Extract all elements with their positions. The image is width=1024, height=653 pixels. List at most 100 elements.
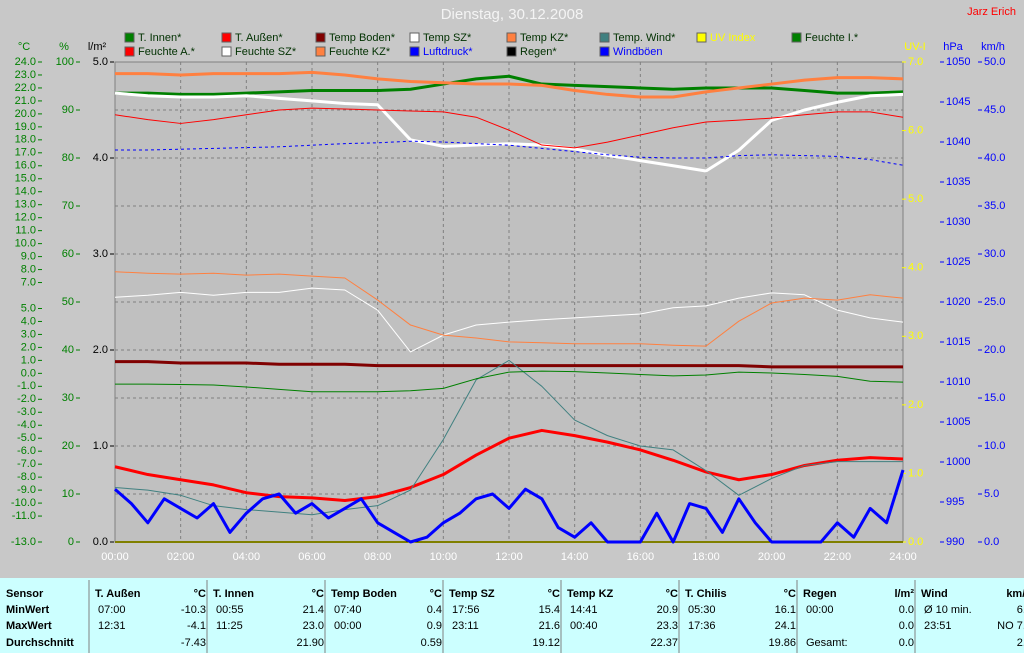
column-unit: °C xyxy=(784,588,796,600)
axis-title: % xyxy=(59,41,69,53)
y-tick-label: 20.0 xyxy=(984,344,1005,356)
cell-value: 16.1 xyxy=(775,604,796,616)
cell-value: 6.3 xyxy=(1017,604,1024,616)
y-tick-label: 1025 xyxy=(946,256,970,268)
cell-label: 23:51 xyxy=(924,620,952,632)
series-line xyxy=(115,370,904,393)
cell-value: 19.86 xyxy=(768,637,796,649)
y-tick-label: 3.0 xyxy=(21,328,36,340)
y-tick-label: 0.0 xyxy=(908,536,923,548)
credit: Jarz Erich xyxy=(967,6,1016,18)
legend-swatch xyxy=(124,46,135,57)
cell-value: 24.1 xyxy=(775,620,796,632)
column-header: Temp KZ xyxy=(567,588,614,600)
y-tick-label: 1.0 xyxy=(93,440,108,452)
legend-label: Feuchte A.* xyxy=(138,46,196,58)
y-tick-label: 22.0 xyxy=(15,82,36,94)
column-header: T. Außen xyxy=(95,588,141,600)
y-tick-label: 10 xyxy=(62,488,74,500)
y-tick-label: 5.0 xyxy=(93,56,108,68)
y-tick-label: 1050 xyxy=(946,56,970,68)
legend-swatch xyxy=(506,46,517,57)
y-tick-label: 1030 xyxy=(946,216,970,228)
y-tick-label: 60 xyxy=(62,248,74,260)
cell-value: 20.9 xyxy=(657,604,678,616)
y-tick-label: 0.0 xyxy=(21,367,36,379)
axis-title: hPa xyxy=(943,41,963,53)
y-tick-label: 19.0 xyxy=(15,121,36,133)
row-label: MinWert xyxy=(6,604,50,616)
y-tick-label: 1040 xyxy=(946,136,970,148)
x-tick-label: 18:00 xyxy=(692,551,720,563)
y-tick-label: -13.0 xyxy=(11,536,36,548)
cell-value: -10.3 xyxy=(181,604,206,616)
legend-swatch xyxy=(791,32,802,43)
cell-label: 12:31 xyxy=(98,620,126,632)
cell-value: 0.0 xyxy=(899,620,914,632)
column-unit: km/h xyxy=(1006,588,1024,600)
y-tick-label: 10.0 xyxy=(15,238,36,250)
y-tick-label: 5.0 xyxy=(21,302,36,314)
y-tick-label: 6.0 xyxy=(908,124,923,136)
x-tick-label: 24:00 xyxy=(889,551,917,563)
cell-value: 0.4 xyxy=(427,604,442,616)
column-unit: °C xyxy=(666,588,678,600)
y-tick-label: 40.0 xyxy=(984,152,1005,164)
cell-value: 21.6 xyxy=(539,620,560,632)
y-tick-label: -9.0 xyxy=(17,484,36,496)
series-line xyxy=(115,70,904,99)
cell-value: 19.12 xyxy=(532,637,560,649)
cell-value: 22.37 xyxy=(650,637,678,649)
y-tick-label: 990 xyxy=(946,536,964,548)
column-header: T. Innen xyxy=(213,588,254,600)
chart-title: Dienstag, 30.12.2008 xyxy=(441,6,584,23)
column-header: Temp SZ xyxy=(449,588,495,600)
y-tick-label: 13.0 xyxy=(15,199,36,211)
y-tick-label: 9.0 xyxy=(21,251,36,263)
y-tick-label: 8.0 xyxy=(21,263,36,275)
legend-label: T. Innen* xyxy=(138,32,182,44)
y-tick-label: 35.0 xyxy=(984,200,1005,212)
x-tick-label: 22:00 xyxy=(824,551,852,563)
legend-swatch xyxy=(221,32,232,43)
column-header: Regen xyxy=(803,588,837,600)
y-tick-label: 0.0 xyxy=(93,536,108,548)
x-tick-label: 02:00 xyxy=(167,551,195,563)
y-tick-label: 10.0 xyxy=(984,440,1005,452)
y-tick-label: 0 xyxy=(68,536,74,548)
cell-label: 05:30 xyxy=(688,604,716,616)
column-header: T. Chilis xyxy=(685,588,727,600)
legend-swatch xyxy=(599,46,610,57)
y-tick-label: -3.0 xyxy=(17,406,36,418)
column-unit: °C xyxy=(312,588,324,600)
cell-label: Gesamt: xyxy=(806,637,848,649)
x-tick-label: 08:00 xyxy=(364,551,392,563)
cell-value: NO 7.1 xyxy=(997,620,1024,632)
y-tick-label: 1010 xyxy=(946,376,970,388)
series-line xyxy=(114,359,903,516)
y-tick-label: 4.0 xyxy=(93,152,108,164)
y-tick-label: 1005 xyxy=(946,416,970,428)
cell-label: 07:40 xyxy=(334,604,362,616)
cell-value: 21.4 xyxy=(303,604,324,616)
cell-label: 17:56 xyxy=(452,604,480,616)
column-unit: °C xyxy=(430,588,442,600)
y-tick-label: 1020 xyxy=(946,296,970,308)
legend-swatch xyxy=(221,46,232,57)
y-tick-label: -11.0 xyxy=(12,510,36,522)
row-label: MaxWert xyxy=(6,620,52,632)
cell-value: 21.90 xyxy=(296,637,324,649)
y-tick-label: 30.0 xyxy=(984,248,1005,260)
axis-title: UV-I xyxy=(904,41,925,53)
y-tick-label: 3.0 xyxy=(93,248,108,260)
y-tick-label: 21.0 xyxy=(15,95,36,107)
y-tick-label: 0.0 xyxy=(984,536,999,548)
legend-label: Windböen xyxy=(613,46,663,58)
y-tick-label: 25.0 xyxy=(984,296,1005,308)
legend-label: UV Index xyxy=(710,32,756,44)
cell-label: 00:00 xyxy=(806,604,834,616)
y-tick-label: -6.0 xyxy=(17,445,36,457)
y-tick-label: 30 xyxy=(62,392,74,404)
y-tick-label: 3.0 xyxy=(908,330,923,342)
legend-swatch xyxy=(315,32,326,43)
